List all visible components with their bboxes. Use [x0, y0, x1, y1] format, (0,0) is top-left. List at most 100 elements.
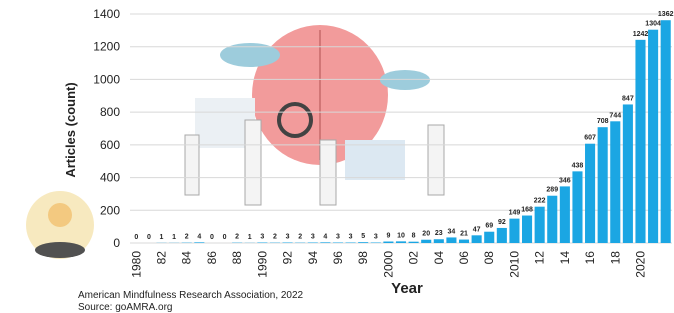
bar	[635, 40, 645, 243]
value-label: 1304	[645, 21, 661, 28]
x-tick-label: 94	[306, 251, 320, 265]
x-tick-label: 2020	[633, 251, 647, 278]
x-tick-label: 92	[281, 251, 295, 265]
bar	[434, 239, 444, 243]
value-label: 149	[509, 210, 521, 217]
x-axis-title: Year	[391, 280, 423, 297]
value-label: 69	[485, 223, 493, 230]
x-tick-label: 98	[356, 251, 370, 265]
bar	[535, 207, 545, 243]
value-label: 4	[197, 233, 201, 240]
y-tick-label: 600	[100, 138, 120, 152]
bar	[560, 186, 570, 243]
value-label: 3	[349, 234, 353, 241]
y-tick-label: 1200	[93, 40, 120, 54]
value-label: 2	[273, 234, 277, 241]
bar	[459, 240, 469, 243]
value-label: 3	[311, 234, 315, 241]
value-label: 1242	[633, 31, 649, 38]
x-tick-label: 16	[583, 251, 597, 265]
value-label: 2	[235, 234, 239, 241]
value-label: 222	[534, 198, 546, 205]
value-label: 3	[260, 234, 264, 241]
illustration	[26, 25, 444, 259]
value-label: 0	[147, 234, 151, 241]
x-tick-label: 1990	[255, 251, 269, 278]
value-label: 0	[210, 234, 214, 241]
bar	[396, 241, 406, 243]
value-label: 2	[185, 234, 189, 241]
x-tick-label: 12	[533, 251, 547, 265]
value-label: 0	[134, 234, 138, 241]
value-label: 10	[397, 232, 405, 239]
value-label: 289	[546, 187, 558, 194]
x-tick-label: 84	[180, 251, 194, 265]
x-tick-label: 2010	[507, 251, 521, 278]
y-tick-label: 200	[100, 203, 120, 217]
value-label: 1	[160, 234, 164, 241]
value-label: 708	[597, 118, 609, 125]
bar	[484, 232, 494, 243]
x-tick-label: 08	[482, 251, 496, 265]
bar	[383, 242, 393, 243]
source-line: American Mindfulness Research Associatio…	[78, 290, 304, 301]
x-tick-label: 04	[432, 251, 446, 265]
value-label: 21	[460, 231, 468, 238]
x-tick-label: 06	[457, 251, 471, 265]
x-tick-label: 18	[608, 251, 622, 265]
y-axis-title: Articles (count)	[63, 82, 78, 177]
bar	[623, 104, 633, 243]
bar	[194, 242, 204, 243]
bar	[320, 242, 330, 243]
value-label: 3	[374, 234, 378, 241]
bar	[497, 228, 507, 243]
y-tick-label: 1400	[93, 7, 120, 21]
value-label: 346	[559, 177, 571, 184]
bar	[522, 216, 532, 243]
value-label: 607	[584, 135, 596, 142]
x-tick-label: 02	[407, 251, 421, 265]
value-label: 34	[448, 228, 456, 235]
bar	[547, 196, 557, 243]
value-label: 3	[286, 234, 290, 241]
value-label: 92	[498, 219, 506, 226]
value-label: 20	[422, 231, 430, 238]
value-label: 9	[386, 233, 390, 240]
x-tick-label: 88	[230, 251, 244, 265]
bar	[421, 240, 431, 243]
x-tick-label: 2000	[381, 251, 395, 278]
value-label: 438	[572, 162, 584, 169]
x-tick-label: 96	[331, 251, 345, 265]
x-tick-label: 14	[558, 251, 572, 265]
value-label: 744	[609, 112, 621, 119]
bar	[409, 242, 419, 243]
source-line: Source: goAMRA.org	[78, 302, 173, 313]
value-label: 5	[361, 233, 365, 240]
value-label: 2	[298, 234, 302, 241]
bar	[358, 242, 368, 243]
value-label: 847	[622, 95, 634, 102]
x-tick-label: 1980	[129, 251, 143, 278]
chart: Articles (count) Year American Mindfulne…	[0, 0, 674, 313]
value-label: 47	[473, 226, 481, 233]
value-label: 1	[248, 234, 252, 241]
y-tick-label: 800	[100, 105, 120, 119]
bar	[446, 237, 456, 243]
value-label: 0	[223, 234, 227, 241]
bar	[472, 235, 482, 243]
x-tick-label: 86	[205, 251, 219, 265]
value-label: 1362	[658, 11, 674, 18]
bar	[585, 144, 595, 243]
value-label: 168	[521, 207, 533, 214]
bar	[661, 20, 671, 243]
bar	[648, 30, 658, 243]
value-label: 23	[435, 230, 443, 237]
value-label: 1	[172, 234, 176, 241]
bar	[598, 127, 608, 243]
bar	[610, 121, 620, 243]
y-tick-label: 1000	[93, 72, 120, 86]
x-tick-label: 82	[155, 251, 169, 265]
bar	[572, 171, 582, 243]
value-label: 4	[323, 233, 327, 240]
value-label: 3	[336, 234, 340, 241]
